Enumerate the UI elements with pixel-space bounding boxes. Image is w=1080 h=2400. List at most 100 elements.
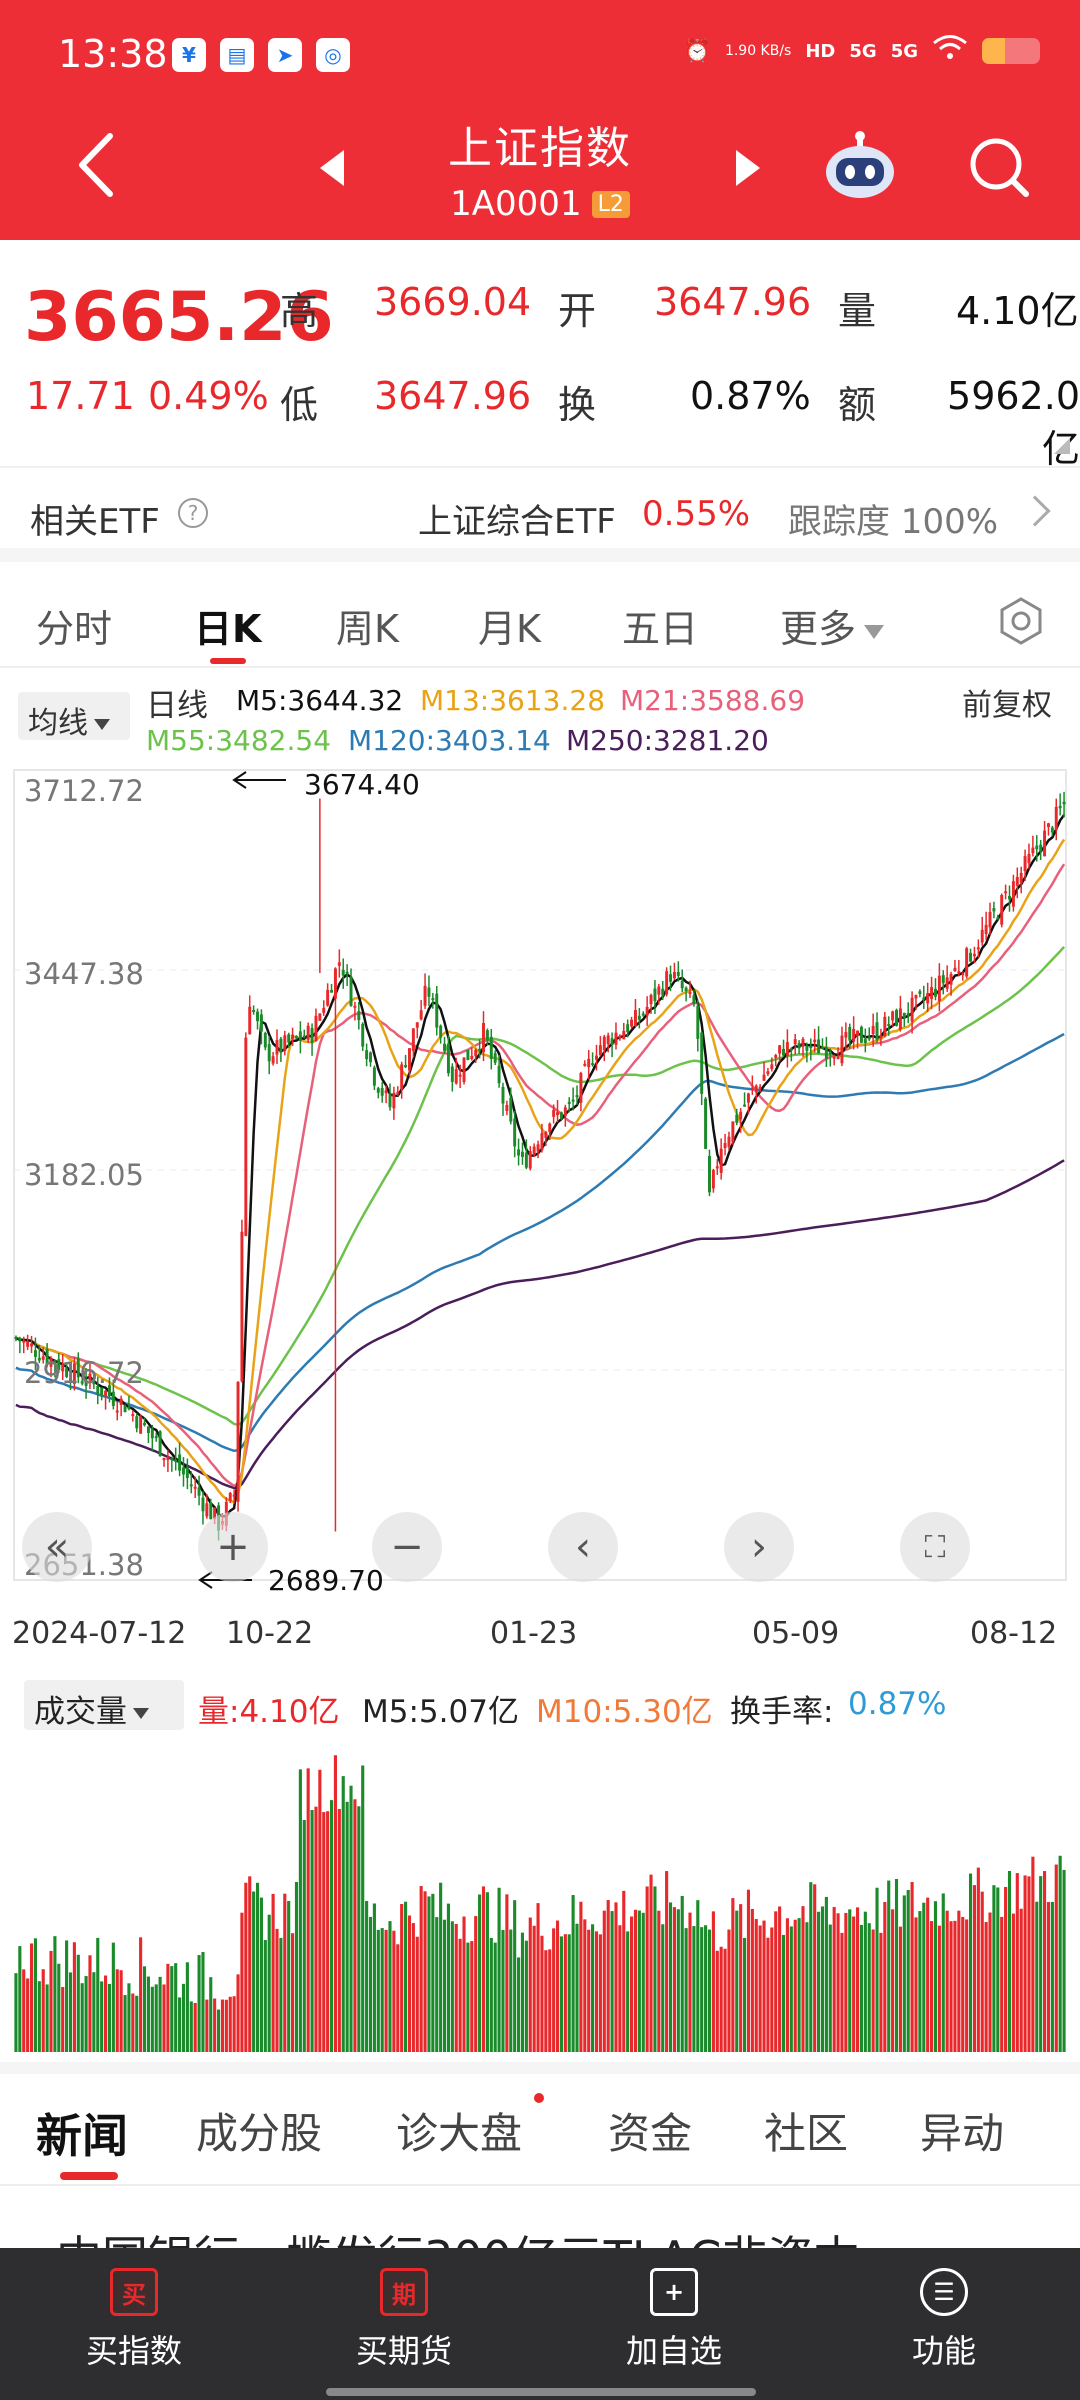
volume-bar xyxy=(271,1893,275,2052)
tab-diagnosis[interactable]: 诊大盘 xyxy=(396,2109,523,2158)
volume-bar xyxy=(283,1893,287,2052)
tab-funds[interactable]: 资金 xyxy=(608,2109,693,2158)
candle-body xyxy=(743,1104,747,1107)
volume-bar xyxy=(178,1997,182,2052)
news-headline-peek[interactable]: 中国银行一揽发行300亿元TLAC非资本 xyxy=(56,2222,1046,2250)
tab-movement[interactable]: 异动 xyxy=(920,2109,1005,2158)
volume-bar xyxy=(1027,1876,1031,2052)
volume-bar xyxy=(797,1918,801,2052)
scroll-left-icon[interactable]: ‹ xyxy=(548,1512,618,1582)
tab-weekly-k[interactable]: 周K xyxy=(336,607,399,651)
zoom-in-icon[interactable]: + xyxy=(198,1512,268,1582)
volume-bar xyxy=(809,1882,813,2052)
candle-body xyxy=(170,1458,174,1461)
buy-index-label: 买指数 xyxy=(85,2332,182,2370)
fullscreen-icon[interactable]: ⛶ xyxy=(900,1512,970,1582)
tab-daily-k[interactable]: 日K xyxy=(194,607,262,651)
candle-body xyxy=(641,1013,645,1016)
tab-components[interactable]: 成分股 xyxy=(196,2109,323,2158)
candle-body xyxy=(162,1458,166,1461)
volume-bar xyxy=(154,1984,158,2052)
scroll-right-icon[interactable]: › xyxy=(724,1512,794,1582)
candle-body xyxy=(497,1065,501,1084)
volume-bar xyxy=(427,1896,431,2052)
tab-more[interactable]: 更多 xyxy=(780,598,885,653)
expand-corner-icon[interactable] xyxy=(1054,438,1070,454)
candle-body xyxy=(115,1410,119,1413)
candle-body xyxy=(984,924,988,934)
candle-body xyxy=(427,987,431,997)
volume-bar xyxy=(41,1969,45,2052)
tab-news[interactable]: 新闻 xyxy=(36,2109,128,2163)
ma-selector[interactable]: 均线 xyxy=(18,692,130,741)
volume-bar xyxy=(505,1894,509,2052)
volume-bar xyxy=(139,1937,143,2052)
volume-bar xyxy=(423,1891,427,2052)
help-icon[interactable]: ? xyxy=(178,498,208,528)
candle-body xyxy=(283,1035,287,1051)
candle-body xyxy=(797,1043,801,1049)
volume-bar xyxy=(980,1891,984,2052)
kline-chart[interactable] xyxy=(0,760,1080,1600)
volume-bar xyxy=(135,1995,139,2052)
candle-body xyxy=(988,912,992,928)
candle-body xyxy=(1043,830,1047,857)
rewind-icon[interactable]: « xyxy=(22,1512,92,1582)
search-icon[interactable] xyxy=(964,132,1034,202)
volume-indicator-selector[interactable]: 成交量 xyxy=(24,1680,184,1730)
next-index-icon[interactable] xyxy=(736,150,760,186)
volume-bar xyxy=(298,1769,302,2052)
volume-bar xyxy=(111,1942,115,2052)
candle-body xyxy=(298,1031,302,1041)
buy-index-button[interactable]: 买 买指数 xyxy=(34,2268,234,2372)
candle-body xyxy=(182,1467,185,1475)
volume-bar xyxy=(493,1942,497,2052)
volume-bar xyxy=(676,1909,680,2052)
add-watchlist-button[interactable]: + 加自选 xyxy=(574,2268,774,2372)
volume-bar xyxy=(310,1810,314,2052)
candle-body xyxy=(61,1364,65,1372)
volume-bar xyxy=(828,1924,832,2052)
volume-bar xyxy=(501,1929,505,2052)
volume-bar xyxy=(236,1974,240,2052)
net-speed: 1.90 KB/s xyxy=(724,42,792,59)
candle-body xyxy=(778,1045,782,1054)
robot-assistant-icon[interactable] xyxy=(822,128,898,204)
volume-bar xyxy=(879,1932,883,2052)
candle-body xyxy=(248,1006,252,1035)
tab-community[interactable]: 社区 xyxy=(764,2109,849,2158)
tab-intraday[interactable]: 分时 xyxy=(36,607,113,651)
adjust-mode[interactable]: 前复权 xyxy=(962,688,1052,723)
tab-monthly-k[interactable]: 月K xyxy=(478,607,541,651)
candle-body xyxy=(185,1467,189,1478)
functions-button[interactable]: ☰ 功能 xyxy=(844,2268,1044,2372)
open-label: 开 xyxy=(558,289,597,333)
tab-five-day[interactable]: 五日 xyxy=(622,607,699,651)
zoom-out-icon[interactable]: − xyxy=(372,1512,442,1582)
candle-body xyxy=(252,1010,256,1013)
candle-body xyxy=(906,1013,910,1016)
last-price: 3665.26 xyxy=(24,278,334,357)
volume-bar xyxy=(372,1903,376,2052)
volume-bar xyxy=(591,1924,595,2052)
volume-bar xyxy=(329,1800,334,2052)
candle-body xyxy=(146,1426,150,1434)
candle-body xyxy=(26,1341,30,1347)
volume-bar xyxy=(1054,1864,1058,2052)
prev-index-icon[interactable] xyxy=(320,150,344,186)
back-icon[interactable] xyxy=(68,130,128,200)
settings-icon[interactable] xyxy=(996,596,1046,646)
volume-bar xyxy=(72,1942,76,2052)
volume-bar xyxy=(224,1999,228,2052)
buy-futures-button[interactable]: 期 买期货 xyxy=(304,2268,504,2372)
volume-bar xyxy=(45,1984,49,2052)
volume-bar xyxy=(766,1937,770,2052)
volume-bar xyxy=(598,1934,602,2052)
volume-bar xyxy=(965,1919,969,2052)
volume-bar xyxy=(633,1909,638,2052)
candle-body xyxy=(322,1007,326,1013)
candle-body xyxy=(505,1104,509,1111)
related-etf-row[interactable]: 相关ETF ? 上证综合ETF 0.55% 跟踪度 100% xyxy=(0,470,1080,562)
status-time: 13:38 xyxy=(58,32,168,76)
chevron-right-icon[interactable] xyxy=(1019,495,1051,527)
